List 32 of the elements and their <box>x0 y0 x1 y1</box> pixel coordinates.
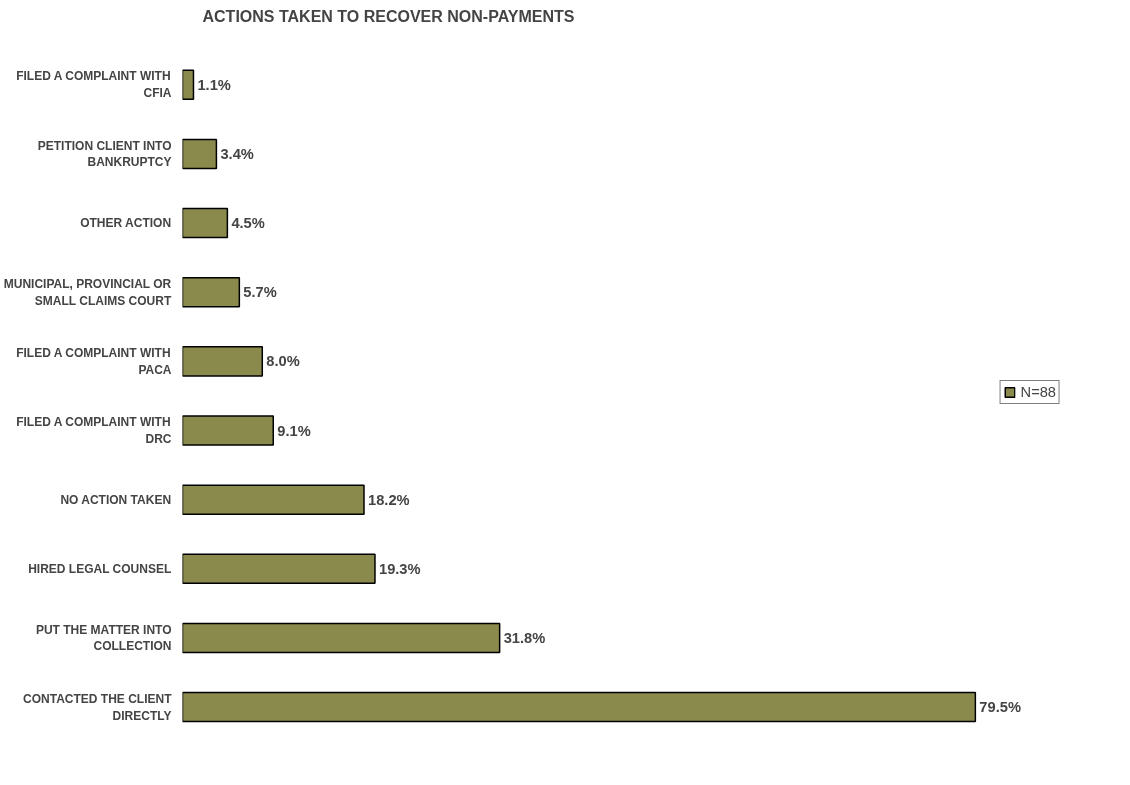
y-tick-label: HIRED LEGAL COUNSEL <box>28 561 172 576</box>
chart-title: ACTIONS TAKEN TO RECOVER NON-PAYMENTS <box>202 7 575 25</box>
y-tick-label: PETITION CLIENT INTO BANKRUPTCY <box>37 138 172 170</box>
data-label: 79.5% <box>979 699 1021 716</box>
data-label: 18.2% <box>368 491 410 508</box>
data-label: 3.4% <box>220 145 254 162</box>
y-tick-label: PUT THE MATTER INTO COLLECTION <box>35 622 172 654</box>
data-label: 19.3% <box>378 560 421 577</box>
y-tick-label: MUNICIPAL, PROVINCIAL OR SMALL CLAIMS COURT <box>3 276 172 308</box>
bar <box>182 484 365 515</box>
bar <box>182 622 501 654</box>
bar <box>182 138 218 170</box>
bar <box>182 553 376 585</box>
bar <box>182 415 274 446</box>
y-tick-label: OTHER ACTION <box>80 216 172 231</box>
bar <box>182 346 264 377</box>
data-label: 4.5% <box>231 215 265 232</box>
y-tick-label: NO ACTION TAKEN <box>60 492 172 507</box>
y-tick-label: FILED A COMPLAINT WITH DRC <box>16 415 172 446</box>
data-label: 31.8% <box>503 629 546 646</box>
bar <box>182 207 229 239</box>
bar <box>182 276 241 308</box>
data-label: 1.1% <box>197 76 231 93</box>
data-label: 8.0% <box>266 353 300 370</box>
y-tick-label: CONTACTED THE CLIENT DIRECTLY <box>23 691 173 723</box>
data-label: 5.7% <box>243 284 277 301</box>
bar <box>182 69 195 101</box>
legend-label: N=88 <box>1020 384 1056 400</box>
data-label: 9.1% <box>277 422 311 439</box>
bar <box>182 691 977 723</box>
y-tick-label: FILED A COMPLAINT WITH CFIA <box>16 69 172 101</box>
y-tick-label: FILED A COMPLAINT WITH PACA <box>16 345 172 377</box>
